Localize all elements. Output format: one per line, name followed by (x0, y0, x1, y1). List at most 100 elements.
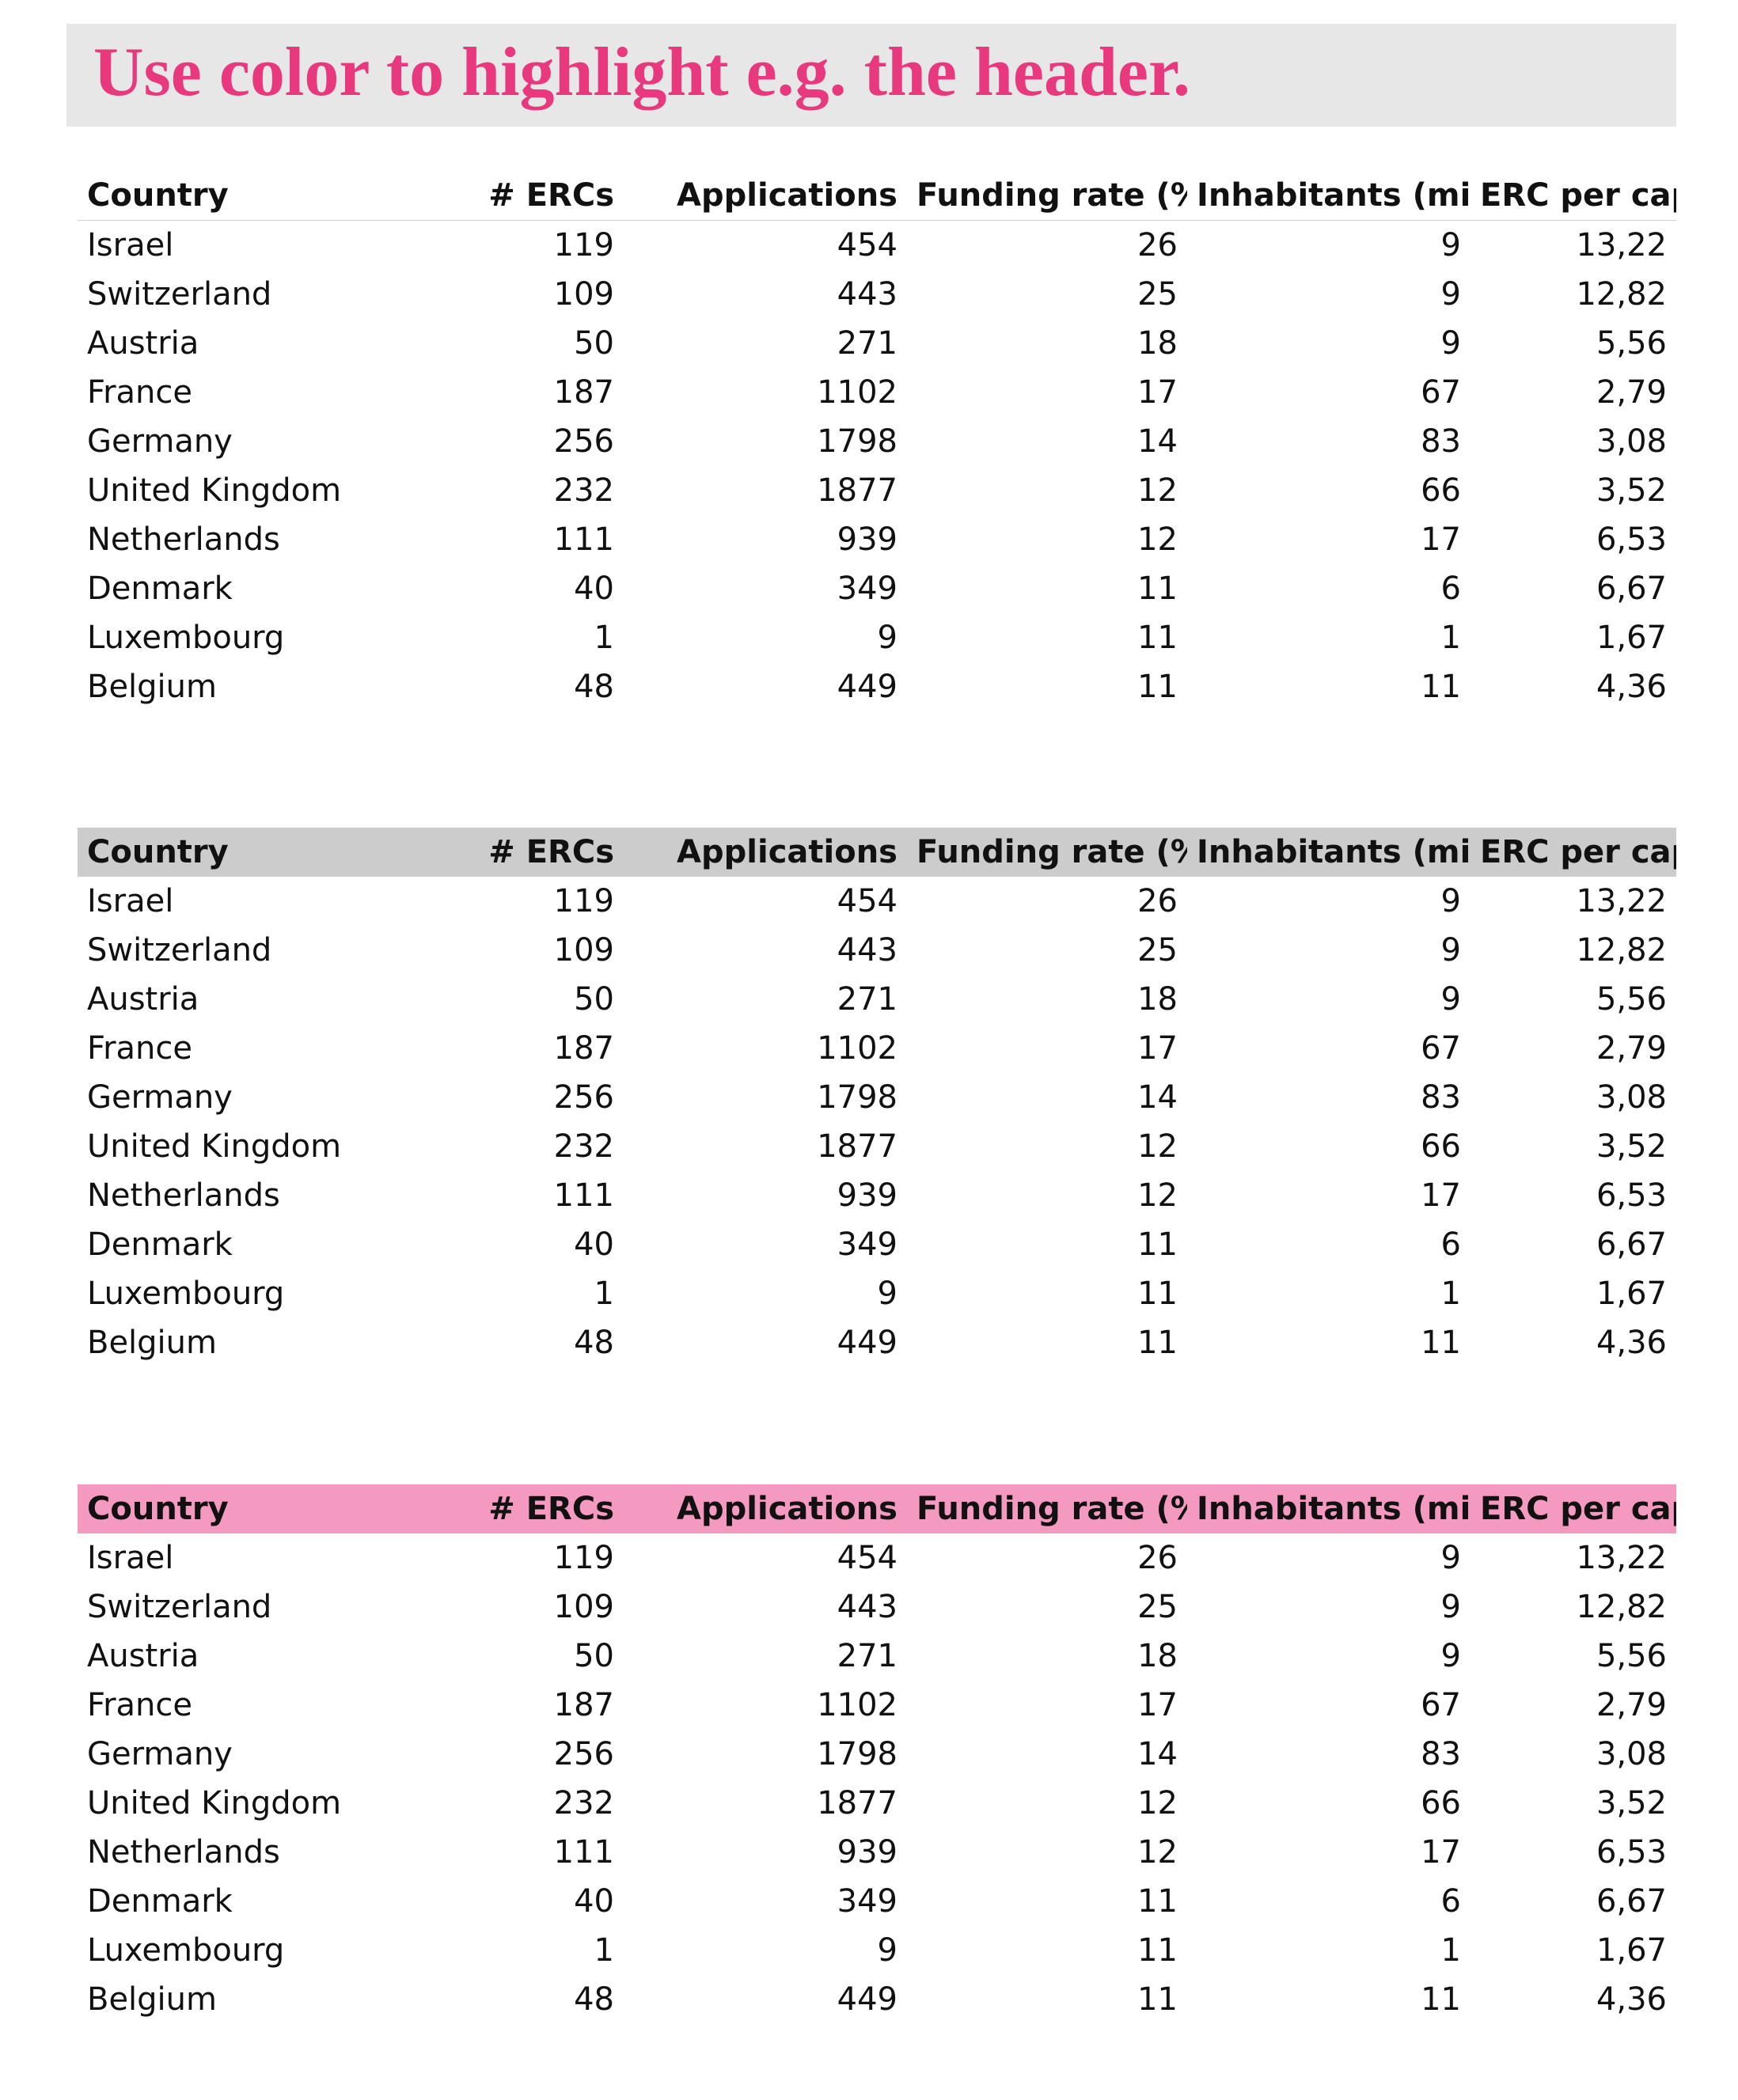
cell-ercs: 1 (594, 620, 614, 656)
cell-inhabitants: 11 (1421, 1325, 1461, 1361)
cell-inhabitants: 6 (1440, 570, 1461, 607)
cell-country: Denmark (87, 1883, 233, 1920)
cell-applications: 1798 (817, 423, 897, 460)
column-header-country: Country (87, 177, 229, 214)
cell-erc-per-capita: 3,08 (1596, 1736, 1667, 1772)
cell-funding-rate: 18 (1137, 1638, 1178, 1674)
cell-funding-rate: 14 (1137, 1079, 1178, 1116)
cell-funding-rate: 11 (1137, 620, 1178, 656)
cell-funding-rate: 18 (1137, 325, 1178, 362)
cell-inhabitants: 9 (1440, 932, 1461, 969)
cell-erc-per-capita: 4,36 (1596, 1325, 1667, 1361)
cell-country: Israel (87, 227, 174, 263)
cell-ercs: 1 (594, 1932, 614, 1969)
cell-country: Israel (87, 883, 174, 919)
cell-ercs: 256 (553, 1736, 614, 1772)
cell-erc-per-capita: 1,67 (1596, 1932, 1667, 1969)
cell-applications: 443 (837, 1589, 897, 1625)
cell-inhabitants: 1 (1440, 620, 1461, 656)
cell-applications: 443 (837, 932, 897, 969)
cell-inhabitants: 9 (1440, 981, 1461, 1018)
table-plain-header: Country # ERCs Applications Funding rate (%… (78, 171, 1676, 711)
cell-funding-rate: 17 (1137, 1030, 1178, 1067)
cell-ercs: 48 (574, 1981, 614, 2018)
column-header-ercs: # ERCs (488, 1491, 614, 1527)
cell-funding-rate: 12 (1137, 472, 1178, 509)
table-row: Luxembourg 1 9 11 1 1,67 (78, 1269, 1676, 1318)
cell-applications: 349 (837, 1883, 897, 1920)
table-header-row: Country # ERCs Applications Funding rate (%… (78, 1484, 1676, 1533)
cell-inhabitants: 6 (1440, 1226, 1461, 1263)
cell-applications: 1877 (817, 472, 897, 509)
cell-inhabitants: 67 (1421, 1030, 1461, 1067)
cell-applications: 271 (837, 981, 897, 1018)
page-title: Use color to highlight e.g. the header. (93, 34, 1190, 111)
cell-ercs: 232 (553, 1128, 614, 1165)
cell-country: Switzerland (87, 932, 272, 969)
cell-country: Germany (87, 423, 233, 460)
cell-country: Belgium (87, 1981, 217, 2018)
cell-erc-per-capita: 6,67 (1596, 1883, 1667, 1920)
cell-country: Austria (87, 981, 199, 1018)
cell-funding-rate: 25 (1137, 276, 1178, 313)
table-row: Belgium 48 449 11 11 4,36 (78, 1975, 1676, 2024)
cell-country: France (87, 374, 193, 411)
cell-applications: 939 (837, 1834, 897, 1871)
cell-inhabitants: 11 (1421, 669, 1461, 705)
cell-applications: 271 (837, 1638, 897, 1674)
cell-ercs: 109 (553, 276, 614, 313)
cell-applications: 939 (837, 1177, 897, 1214)
cell-funding-rate: 12 (1137, 521, 1178, 558)
table-row: Germany 256 1798 14 83 3,08 (78, 1730, 1676, 1779)
table-header-row: Country # ERCs Applications Funding rate (%… (78, 171, 1676, 221)
cell-country: Luxembourg (87, 620, 285, 656)
cell-erc-per-capita: 4,36 (1596, 669, 1667, 705)
column-header-inhabitants: Inhabitants (mio) (1197, 834, 1470, 870)
table-header-row: Country # ERCs Applications Funding rate (%… (78, 828, 1676, 877)
cell-country: Austria (87, 325, 199, 362)
cell-erc-per-capita: 3,52 (1596, 1785, 1667, 1821)
cell-funding-rate: 11 (1137, 1932, 1178, 1969)
cell-erc-per-capita: 4,36 (1596, 1981, 1667, 2018)
cell-inhabitants: 67 (1421, 1687, 1461, 1723)
cell-ercs: 232 (553, 1785, 614, 1821)
cell-ercs: 256 (553, 1079, 614, 1116)
table-row: Netherlands 111 939 12 17 6,53 (78, 1171, 1676, 1220)
cell-applications: 9 (877, 1932, 897, 1969)
cell-country: Netherlands (87, 521, 280, 558)
cell-applications: 449 (837, 669, 897, 705)
table-row: United Kingdom 232 1877 12 66 3,52 (78, 466, 1676, 515)
cell-country: Belgium (87, 669, 217, 705)
cell-applications: 1102 (817, 374, 897, 411)
cell-ercs: 187 (553, 1030, 614, 1067)
cell-inhabitants: 6 (1440, 1883, 1461, 1920)
table-row: Israel 119 454 26 9 13,22 (78, 1533, 1676, 1583)
cell-country: Switzerland (87, 1589, 272, 1625)
cell-inhabitants: 83 (1421, 1736, 1461, 1772)
cell-ercs: 119 (553, 883, 614, 919)
cell-ercs: 50 (574, 325, 614, 362)
cell-erc-per-capita: 2,79 (1596, 374, 1667, 411)
cell-country: United Kingdom (87, 472, 342, 509)
cell-erc-per-capita: 2,79 (1596, 1687, 1667, 1723)
cell-country: Netherlands (87, 1177, 280, 1214)
column-header-funding-rate: Funding rate (%) (916, 177, 1187, 214)
cell-funding-rate: 25 (1137, 932, 1178, 969)
column-header-applications: Applications (677, 834, 897, 870)
cell-inhabitants: 17 (1421, 1177, 1461, 1214)
cell-funding-rate: 11 (1137, 1981, 1178, 2018)
column-header-ercs: # ERCs (488, 834, 614, 870)
cell-funding-rate: 17 (1137, 1687, 1178, 1723)
table-row: Austria 50 271 18 9 5,56 (78, 975, 1676, 1024)
table-row: Netherlands 111 939 12 17 6,53 (78, 515, 1676, 564)
cell-applications: 454 (837, 227, 897, 263)
cell-erc-per-capita: 12,82 (1576, 932, 1667, 969)
cell-applications: 449 (837, 1981, 897, 2018)
cell-funding-rate: 18 (1137, 981, 1178, 1018)
table-row: Denmark 40 349 11 6 6,67 (78, 564, 1676, 613)
table-row: Switzerland 109 443 25 9 12,82 (78, 926, 1676, 975)
cell-funding-rate: 12 (1137, 1128, 1178, 1165)
table-row: Denmark 40 349 11 6 6,67 (78, 1877, 1676, 1926)
cell-country: Israel (87, 1540, 174, 1576)
cell-applications: 1877 (817, 1128, 897, 1165)
